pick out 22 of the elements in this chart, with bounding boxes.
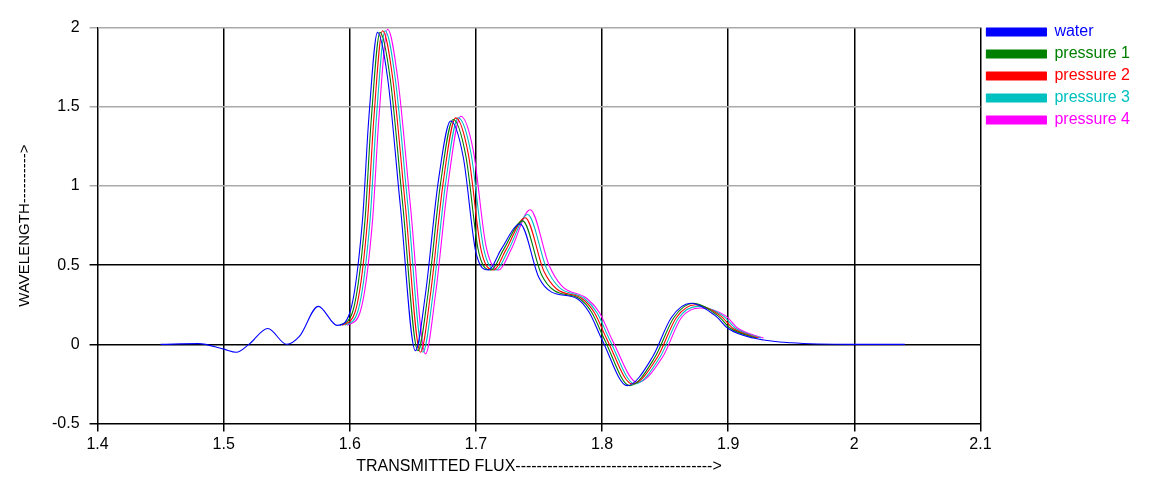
x-tick-label: 1.6	[338, 434, 362, 452]
legend-label: pressure 3	[1054, 88, 1131, 106]
x-tick-label: 1.9	[717, 434, 740, 452]
x-tick-label: 1.5	[212, 434, 235, 452]
y-tick-label: 0	[70, 334, 80, 352]
line-series	[160, 31, 906, 387]
legend-label: pressure 1	[1054, 44, 1131, 62]
y-tick-label: 0.5	[57, 255, 80, 273]
legend-label: pressure 4	[1054, 110, 1131, 128]
y-tick-label: 1.5	[57, 97, 80, 115]
x-tick-label: 1.8	[590, 434, 614, 452]
y-tick-label: 1	[70, 176, 80, 194]
y-axis-title: WAVELENGTH---------->	[15, 144, 33, 307]
x-axis-title: TRANSMITTED FLUX------------------------------------->	[356, 456, 722, 474]
legend-label: pressure 2	[1054, 66, 1131, 84]
x-tick-label: 1.7	[464, 434, 488, 452]
legend-label: water	[1053, 22, 1095, 40]
x-tick-label: 2	[849, 434, 859, 452]
y-tick-label: 2	[70, 18, 80, 36]
x-tick-label: 1.4	[86, 434, 109, 452]
y-tick-label: -0.5	[51, 414, 80, 432]
x-tick-label: 2.1	[969, 434, 992, 452]
